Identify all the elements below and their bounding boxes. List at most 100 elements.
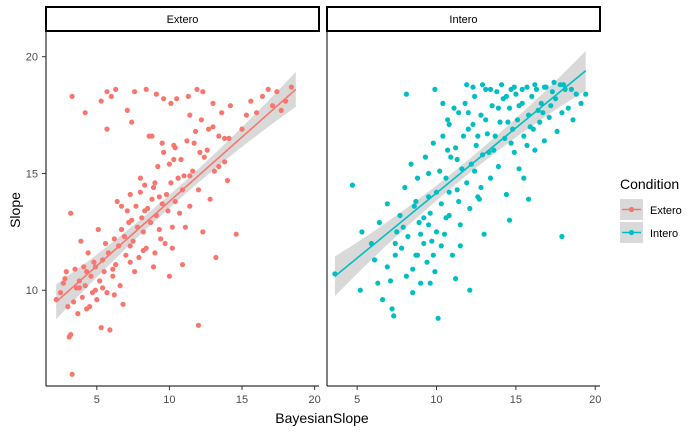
- data-point: [432, 269, 438, 275]
- data-point: [426, 170, 432, 177]
- data-point: [85, 250, 91, 256]
- data-point: [443, 215, 449, 221]
- data-point: [152, 250, 158, 256]
- data-point: [532, 82, 538, 88]
- data-point: [79, 294, 85, 300]
- data-point: [449, 252, 455, 258]
- data-point: [100, 285, 106, 291]
- data-point: [248, 98, 254, 104]
- data-point: [161, 96, 167, 102]
- data-point: [380, 297, 386, 303]
- data-point: [127, 259, 133, 265]
- data-point: [467, 287, 473, 293]
- data-point: [210, 124, 216, 130]
- data-point: [152, 180, 158, 186]
- data-point: [451, 105, 457, 111]
- data-point: [110, 273, 116, 279]
- data-point: [185, 93, 191, 99]
- data-point: [481, 231, 487, 237]
- legend-key-point: [628, 206, 635, 213]
- strip-label: Intero: [449, 14, 477, 26]
- data-point: [505, 119, 511, 125]
- data-point: [554, 128, 560, 134]
- data-point: [111, 236, 117, 242]
- data-point: [438, 201, 444, 207]
- data-point: [233, 231, 239, 237]
- data-point: [137, 175, 143, 181]
- data-point: [82, 283, 88, 289]
- data-point: [75, 311, 81, 317]
- data-point: [513, 91, 519, 97]
- data-point: [156, 226, 162, 233]
- data-point: [104, 89, 110, 95]
- data-point: [224, 177, 231, 184]
- data-point: [187, 173, 193, 179]
- data-point: [521, 133, 527, 139]
- data-point: [175, 175, 181, 181]
- data-point: [403, 91, 409, 97]
- data-point: [153, 91, 159, 97]
- data-point: [506, 105, 513, 111]
- data-point: [102, 240, 109, 247]
- x-tick-label: 15: [510, 394, 522, 406]
- data-point: [472, 93, 478, 99]
- data-point: [487, 86, 494, 92]
- data-point: [532, 147, 538, 153]
- data-point: [527, 124, 533, 130]
- panel-intero: Intero 5 10 15 20: [326, 6, 601, 406]
- data-point: [492, 133, 498, 139]
- data-point: [269, 103, 276, 109]
- data-point: [163, 191, 170, 198]
- data-point: [81, 264, 87, 270]
- data-point: [445, 147, 451, 153]
- data-point: [399, 245, 405, 251]
- data-point: [551, 79, 557, 85]
- data-point: [462, 100, 468, 106]
- data-point: [129, 119, 135, 125]
- data-point: [391, 313, 397, 319]
- data-point: [98, 98, 104, 104]
- data-point: [124, 208, 130, 214]
- data-point: [497, 119, 503, 125]
- data-point: [219, 110, 225, 116]
- data-point: [227, 103, 233, 109]
- y-tick-label: 20: [26, 52, 38, 64]
- data-point: [60, 280, 66, 286]
- data-point: [210, 100, 216, 106]
- data-point: [495, 105, 501, 111]
- data-point: [389, 306, 395, 312]
- data-point: [495, 163, 501, 170]
- data-point: [187, 112, 193, 118]
- data-point: [511, 84, 517, 90]
- data-point: [182, 224, 188, 230]
- data-point: [384, 264, 390, 270]
- data-point: [413, 252, 419, 258]
- y-tick-label: 10: [26, 285, 38, 297]
- data-point: [198, 117, 204, 123]
- data-point: [137, 189, 143, 195]
- data-point: [132, 89, 138, 95]
- data-point: [159, 140, 165, 146]
- data-point: [411, 203, 417, 209]
- x-tick-label: 10: [163, 394, 175, 406]
- data-point: [440, 133, 446, 139]
- data-point: [194, 86, 200, 92]
- data-point: [259, 93, 265, 99]
- data-point: [573, 91, 579, 97]
- legend-title: Condition: [620, 176, 679, 192]
- data-point: [57, 290, 64, 296]
- data-point: [454, 156, 460, 163]
- data-point: [479, 82, 486, 88]
- data-point: [578, 100, 584, 106]
- data-point: [372, 257, 378, 263]
- data-point: [148, 219, 154, 226]
- data-point: [464, 180, 470, 186]
- data-point: [414, 175, 421, 181]
- data-point: [526, 196, 532, 202]
- data-point: [521, 175, 527, 181]
- data-point: [413, 198, 419, 205]
- data-point: [506, 217, 513, 223]
- data-point: [483, 86, 489, 92]
- data-point: [254, 110, 260, 116]
- data-point: [392, 240, 398, 247]
